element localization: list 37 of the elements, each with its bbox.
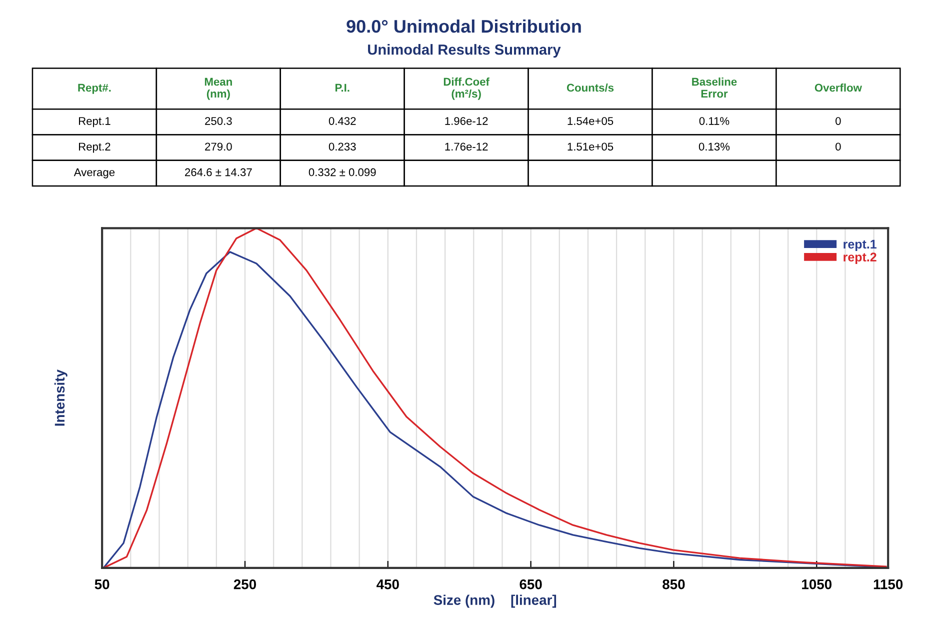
text: 0.233 (328, 142, 356, 151)
text: Rept.2 (79, 142, 110, 153)
text: Diff.Coef (m²/s) (444, 78, 490, 100)
text: Unimodal Results Summary (368, 44, 561, 58)
text: P.I. (335, 84, 350, 92)
text: 1.76e-12 (445, 142, 488, 151)
text: Rept.1 (79, 117, 110, 128)
text: Overflow (814, 84, 862, 92)
text: 1.51e+05 (568, 142, 614, 151)
text: Rept#. (78, 84, 111, 94)
x-tick-label: 1050 (802, 579, 832, 590)
text: 0.13% (698, 142, 730, 151)
x-tick-label: 250 (234, 579, 256, 590)
text: 0.432 (328, 117, 356, 125)
text: 1.96e-12 (445, 117, 488, 125)
x-axis-title: Size (nm) [linear] (434, 594, 556, 608)
x-tick-label: 650 (520, 579, 542, 590)
text: Counts/s (566, 84, 614, 92)
legend-label: rept.2 (844, 252, 876, 264)
text: Average (74, 168, 115, 178)
text: 264.6 ± 14.37 (185, 168, 252, 176)
text: 0 (836, 142, 841, 151)
text: Mean (nm) (204, 78, 232, 100)
text: Baseline Error (692, 78, 737, 98)
text: 1.54e+05 (568, 117, 614, 125)
legend-label: rept.1 (844, 240, 876, 252)
text: 0 (836, 117, 841, 125)
text: 279.0 (205, 142, 232, 151)
x-tick-label: 450 (376, 579, 399, 590)
text: 0.332 ± 0.099 (308, 168, 376, 176)
x-tick-label: 50 (94, 579, 110, 590)
x-tick-label: 850 (662, 579, 685, 590)
x-tick-label: 1150 (874, 579, 903, 590)
y-axis-title: Intensity (54, 370, 68, 426)
text: 90.0° Unimodal Distribution (346, 19, 581, 33)
text: 0.11% (699, 117, 730, 125)
text: 250.3 (205, 117, 232, 125)
